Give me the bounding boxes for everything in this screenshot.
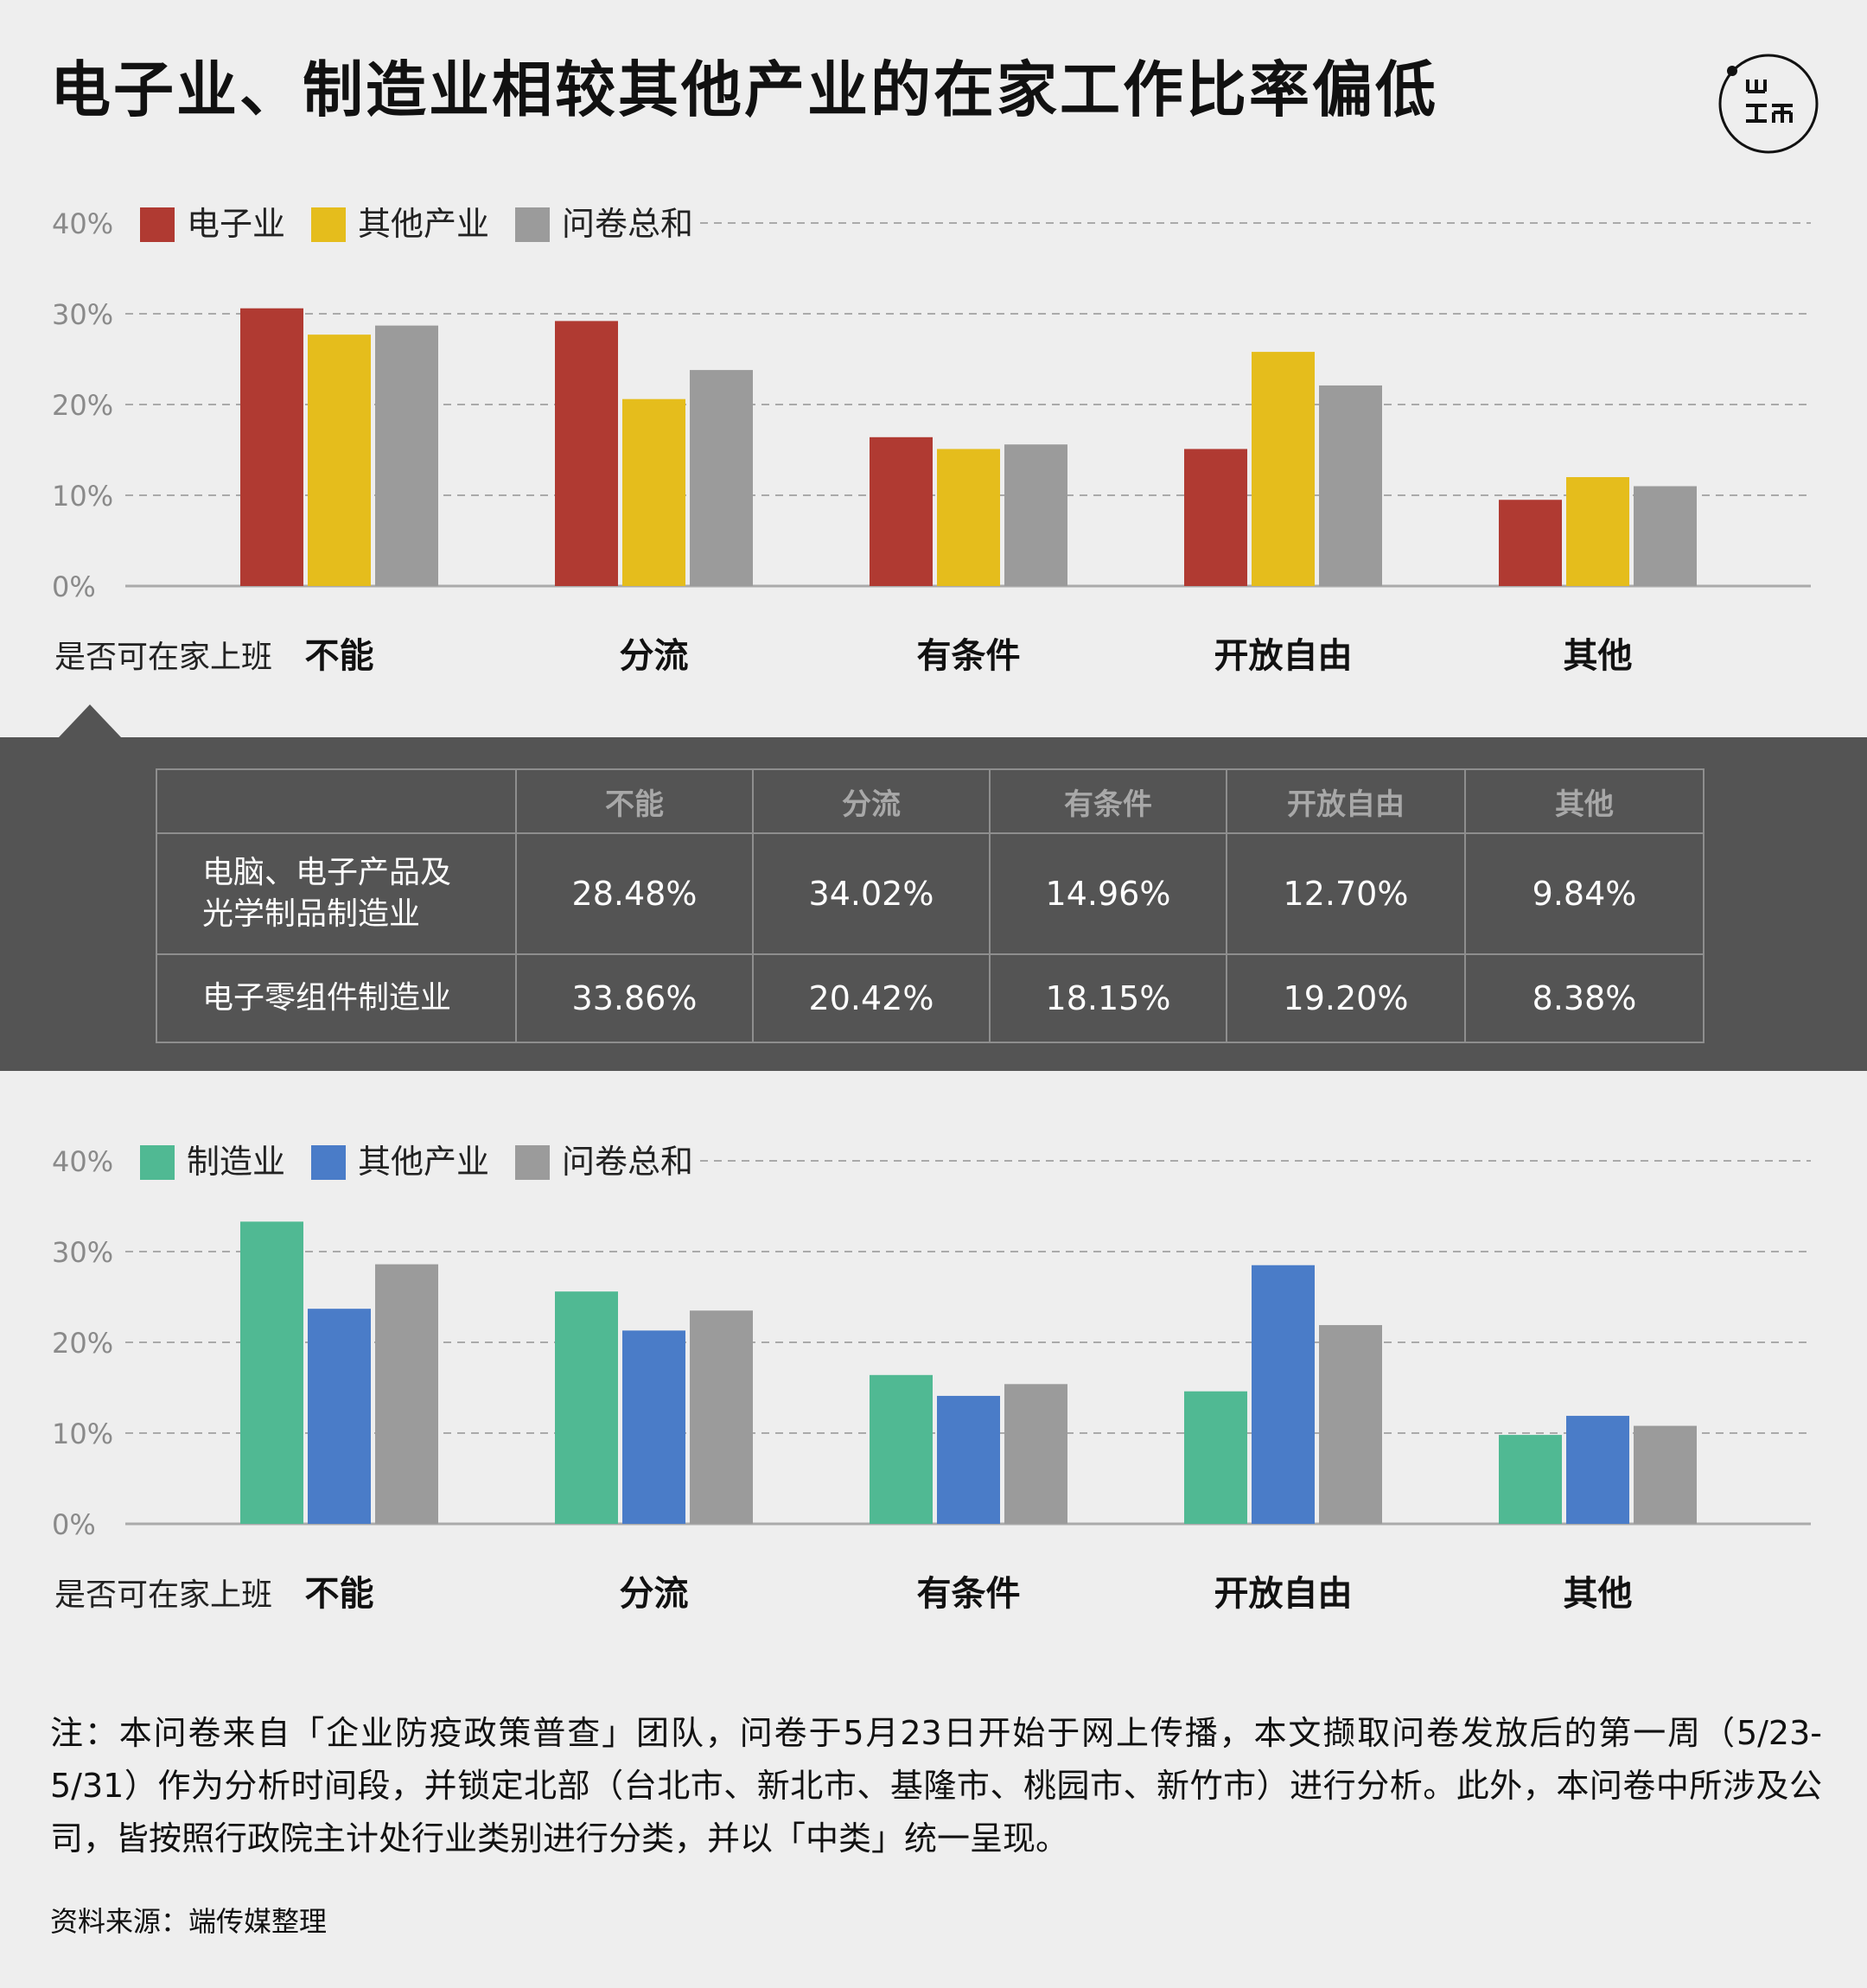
table-cell: 34.02% [752, 832, 991, 955]
bar [1004, 1384, 1067, 1524]
y-tick-label: 40% [52, 207, 113, 240]
table-cell: 19.20% [1226, 953, 1466, 1043]
y-tick-label: 10% [52, 480, 113, 513]
data-table-panel: 不能 分流 有条件 开放自由 其他 电脑、电子产品及 光学制品制造业 28.48… [0, 737, 1867, 1071]
x-category-label: 开放自由 [1214, 636, 1353, 676]
table-header-cell: 开放自由 [1226, 768, 1466, 834]
legend-label: 其他产业 [358, 1143, 489, 1181]
table-header-cell: 不能 [515, 768, 754, 834]
table-cell: 28.48% [515, 832, 754, 955]
y-tick-label: 0% [52, 1508, 96, 1541]
legend-swatch [140, 1145, 175, 1180]
bar [1184, 1391, 1247, 1524]
table-header-cell: 其他 [1464, 768, 1705, 834]
bar [375, 325, 438, 586]
chart-title: 电子业、制造业相较其他产业的在家工作比率偏低 [50, 54, 1438, 125]
y-tick-label: 30% [52, 298, 113, 331]
panel-arrow [59, 704, 121, 737]
x-category-label: 有条件 [917, 1574, 1021, 1614]
x-category-label: 有条件 [917, 636, 1021, 676]
x-category-label: 其他 [1564, 636, 1633, 676]
table-row: 电子零组件制造业 33.86% 20.42% 18.15% 19.20% 8.3… [156, 953, 1705, 1043]
bar [1252, 352, 1315, 586]
x-category-label: 其他 [1564, 1574, 1633, 1614]
bar [1499, 1435, 1562, 1524]
row-label-line: 电脑、电子产品及 [202, 855, 452, 890]
legend-label: 问卷总和 [562, 1143, 693, 1181]
bar-chart-electronics: 0% 10% 20% 30% 40% 不能 分流 有条件 开放自由 其他 是否可在家上班 电子业 其他产… [52, 205, 1811, 676]
table-header-cell [156, 768, 517, 834]
x-category-label: 不能 [305, 636, 374, 676]
x-category-label: 开放自由 [1214, 1574, 1353, 1614]
bar [1319, 385, 1382, 586]
y-tick-label: 20% [52, 1327, 113, 1360]
legend-swatch [515, 1145, 550, 1180]
bar [870, 436, 933, 586]
legend-swatch [311, 207, 346, 242]
legend-swatch [311, 1145, 346, 1180]
bar [690, 370, 753, 586]
bar [690, 1310, 753, 1524]
bar [622, 398, 685, 586]
x-category-label: 分流 [620, 1574, 689, 1614]
table-cell: 20.42% [752, 953, 991, 1043]
bar [1004, 444, 1067, 586]
y-tick-label: 0% [52, 570, 96, 603]
bar [375, 1264, 438, 1524]
x-category-label: 不能 [305, 1574, 374, 1614]
y-tick-label: 20% [52, 389, 113, 422]
table-row: 电脑、电子产品及 光学制品制造业 28.48% 34.02% 14.96% 12… [156, 832, 1705, 955]
bar [555, 1291, 618, 1524]
y-tick-label: 40% [52, 1145, 113, 1178]
table-cell: 33.86% [515, 953, 754, 1043]
bar [1252, 1265, 1315, 1524]
bar [1184, 449, 1247, 586]
legend-swatch [140, 207, 175, 242]
bar [1634, 486, 1697, 586]
table-cell: 12.70% [1226, 832, 1466, 955]
bar [240, 308, 303, 586]
x-category-label: 分流 [620, 636, 689, 676]
bar [870, 1374, 933, 1524]
bar [308, 1309, 371, 1524]
bar [555, 321, 618, 586]
bar [240, 1221, 303, 1524]
source-credit: 资料来源：端传媒整理 [50, 1905, 328, 1938]
legend-swatch [515, 207, 550, 242]
y-tick-label: 30% [52, 1236, 113, 1269]
x-axis-title: 是否可在家上班 [54, 1577, 272, 1613]
y-tick-label: 10% [52, 1418, 113, 1450]
x-axis-title: 是否可在家上班 [54, 640, 272, 675]
table-header-cell: 分流 [752, 768, 991, 834]
footnote: 注：本问卷来自「企业防疫政策普查」团队，问卷于5月23日开始于网上传播，本文撷取… [50, 1714, 1822, 1857]
table-header-row: 不能 分流 有条件 开放自由 其他 [156, 768, 1705, 834]
bar [1634, 1425, 1697, 1524]
legend-label: 制造业 [187, 1143, 285, 1181]
table-cell: 18.15% [989, 953, 1227, 1043]
bar [937, 1395, 1000, 1524]
table-row-label: 电子零组件制造业 [156, 953, 517, 1043]
table-cell: 9.84% [1464, 832, 1705, 955]
bar [622, 1330, 685, 1524]
table-header-cell: 有条件 [989, 768, 1227, 834]
initium-logo-icon [1718, 54, 1819, 154]
data-table: 不能 分流 有条件 开放自由 其他 电脑、电子产品及 光学制品制造业 28.48… [156, 768, 1705, 1043]
legend-label: 其他产业 [358, 205, 489, 243]
table-cell: 8.38% [1464, 953, 1705, 1043]
bar-chart-manufacturing: 0% 10% 20% 30% 40% 不能 分流 有条件 开放自由 其他 是否可在家上班 制造业 其他产… [52, 1143, 1811, 1614]
bar [308, 335, 371, 586]
bar [1319, 1325, 1382, 1524]
bar [1499, 500, 1562, 586]
table-row-label: 电脑、电子产品及 光学制品制造业 [156, 832, 517, 955]
table-cell: 14.96% [989, 832, 1227, 955]
bar [1566, 1416, 1629, 1524]
row-label-line: 光学制品制造业 [202, 896, 421, 932]
bar [1566, 477, 1629, 586]
bar [937, 449, 1000, 586]
legend-label: 问卷总和 [562, 205, 693, 243]
legend-label: 电子业 [187, 205, 285, 243]
